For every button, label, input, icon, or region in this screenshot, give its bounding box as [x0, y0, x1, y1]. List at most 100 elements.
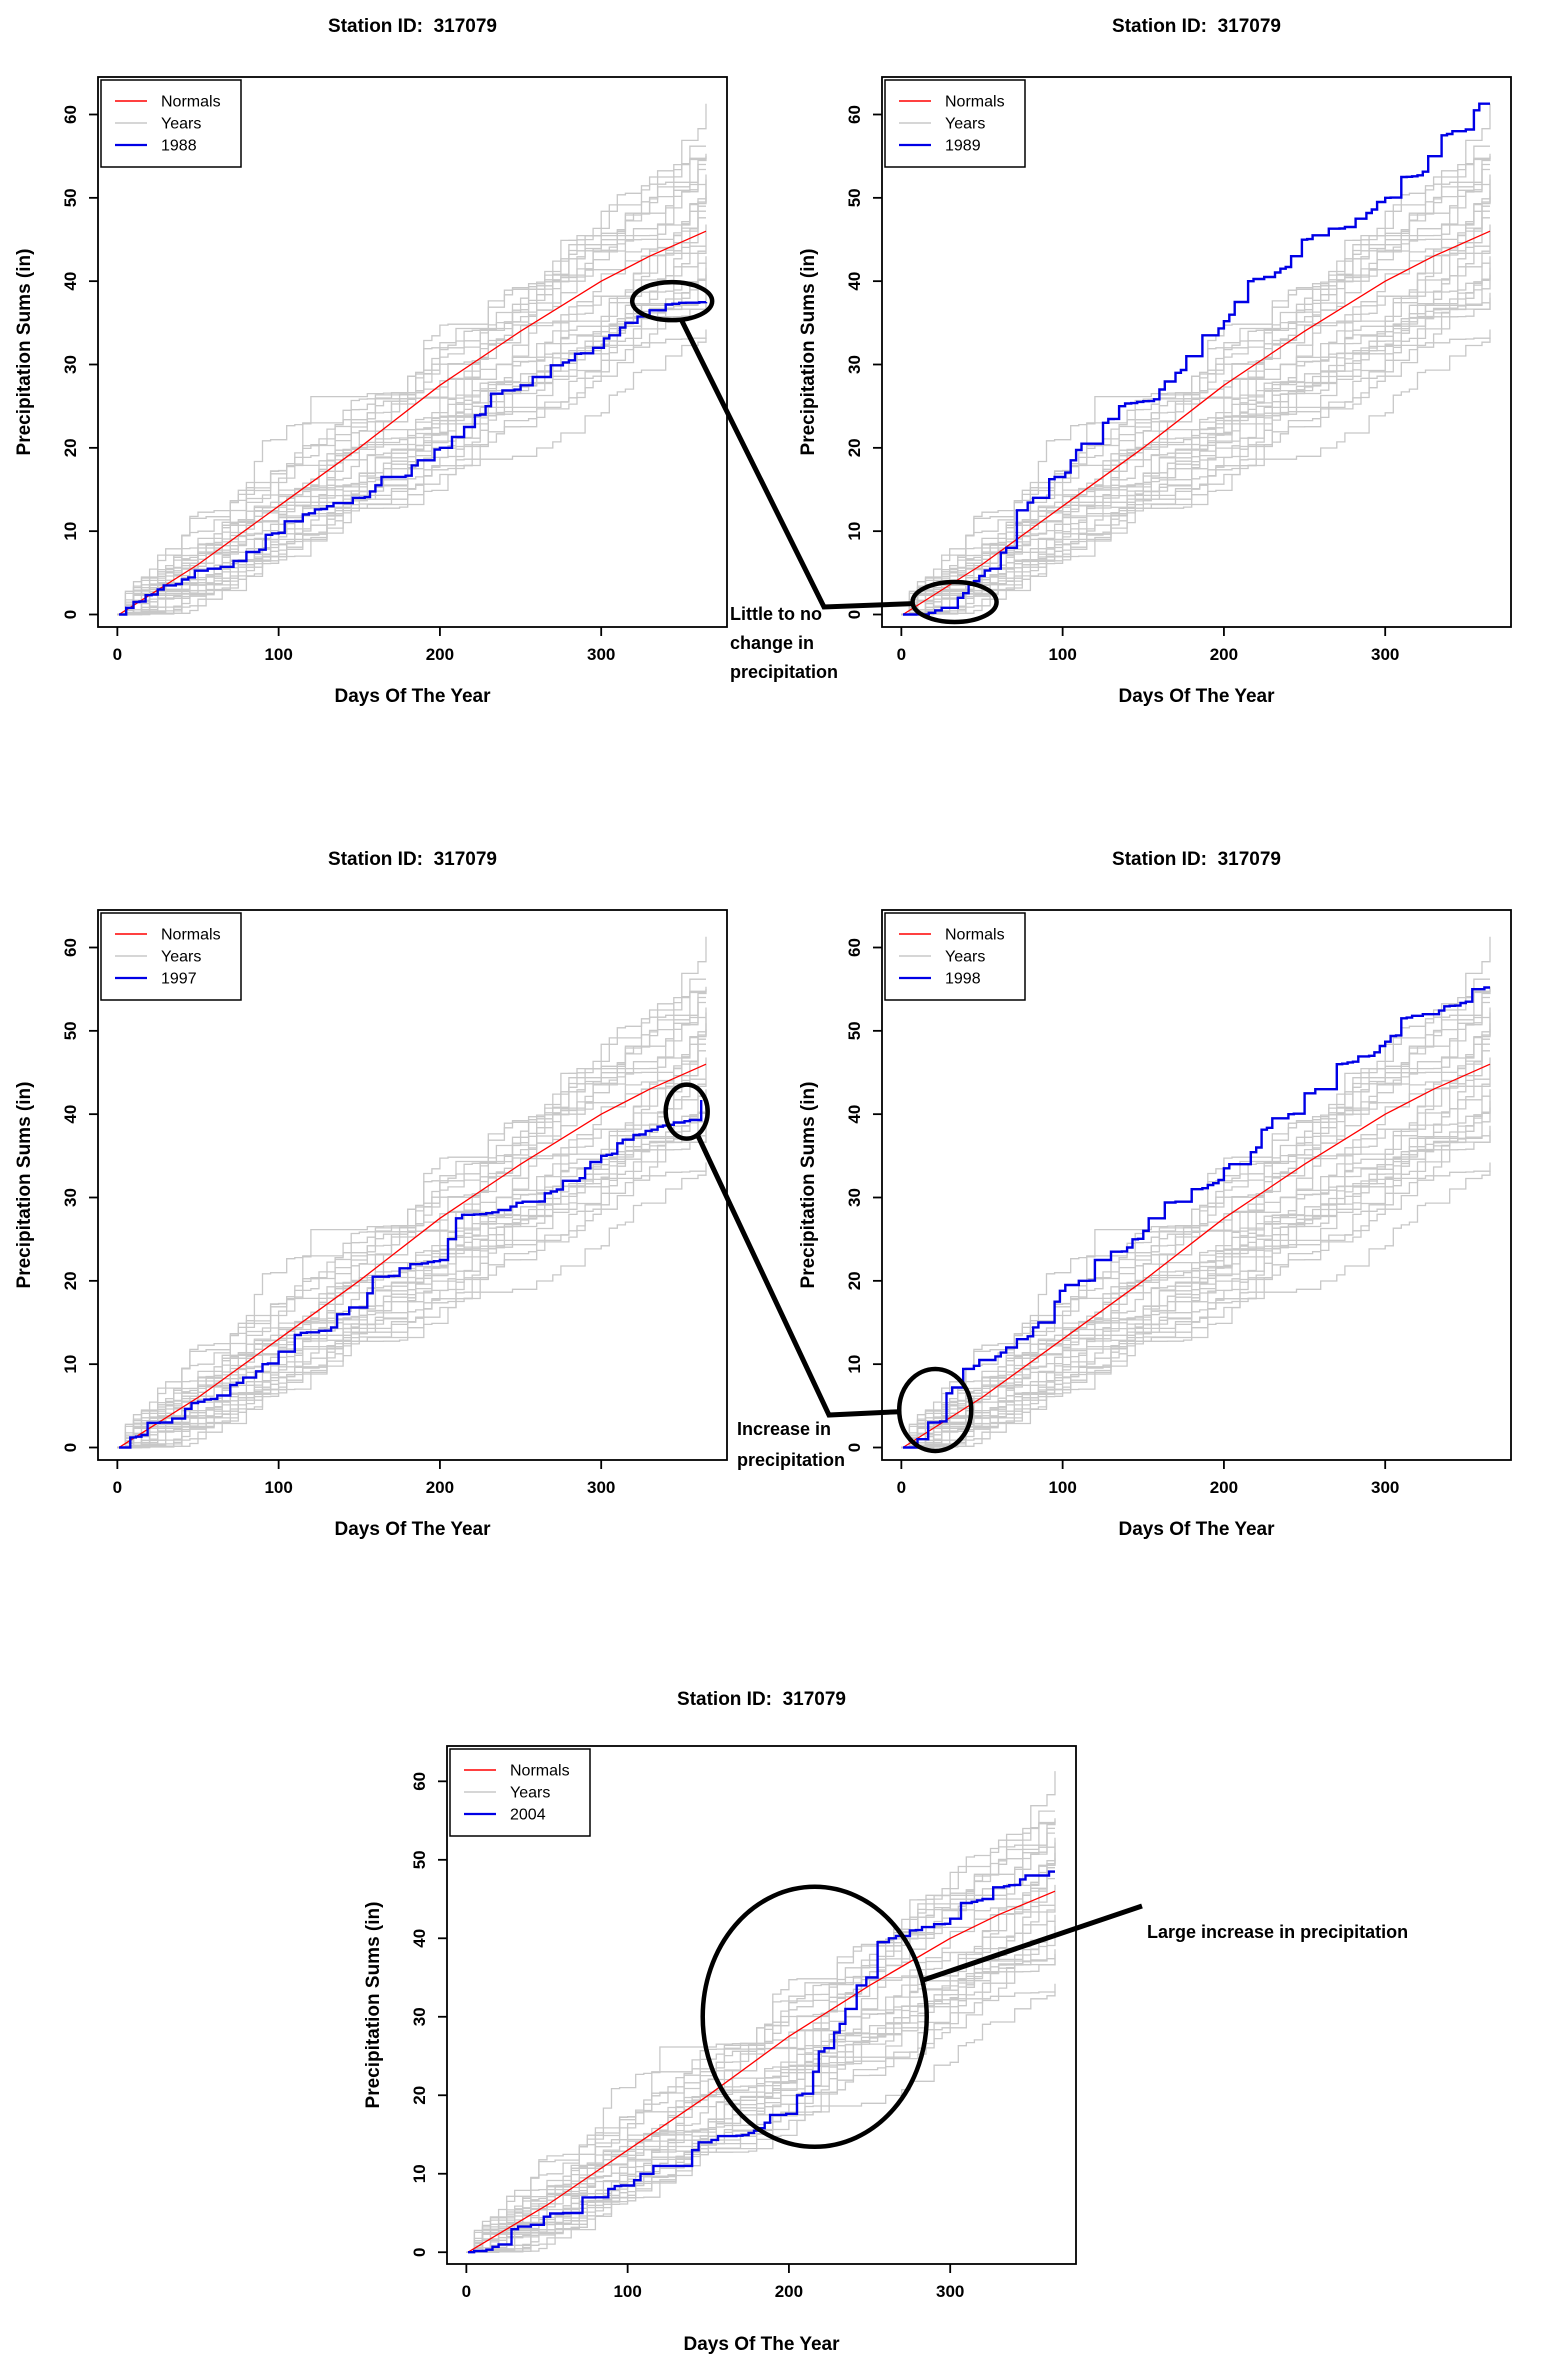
plot-area — [117, 103, 708, 616]
x-tick-label: 100 — [264, 645, 292, 664]
x-tick-label: 300 — [1371, 645, 1399, 664]
legend-box — [884, 79, 1026, 168]
x-tick-label: 300 — [587, 1478, 615, 1497]
y-tick-label: 0 — [845, 610, 864, 619]
years-line — [901, 179, 1491, 616]
x-axis-title: Days Of The Year — [1119, 1519, 1276, 1540]
legend-item-years-label: Years — [945, 949, 985, 966]
legend-item-normals-label: Normals — [945, 927, 1005, 944]
years-line — [901, 297, 1491, 616]
years-line — [901, 250, 1490, 616]
y-tick-label: 60 — [61, 105, 80, 124]
legend-item-normals-label: Normals — [945, 94, 1005, 111]
x-tick-label: 300 — [1371, 1478, 1399, 1497]
legend-item-normals-label: Normals — [161, 94, 221, 111]
years-line — [117, 1100, 707, 1449]
y-tick-label: 40 — [410, 1929, 429, 1948]
y-tick-label: 20 — [61, 1271, 80, 1290]
x-tick-label: 0 — [462, 2282, 471, 2301]
y-tick-label: 30 — [845, 355, 864, 374]
y-tick-label: 50 — [410, 1850, 429, 1869]
plot-box — [446, 1745, 1077, 2265]
years-line — [117, 1089, 707, 1449]
legend-item-normals-label: Normals — [161, 927, 221, 944]
x-axis-title: Days Of The Year — [1119, 686, 1276, 707]
legend-item-year-label: 1988 — [161, 138, 197, 155]
legend-item-normals-label: Normals — [510, 1763, 570, 1780]
years-line — [901, 256, 1491, 616]
y-tick-label: 50 — [845, 188, 864, 207]
years-line — [117, 1170, 707, 1449]
y-tick-label: 50 — [61, 188, 80, 207]
chart-svg-1988: Station ID: 317079 0 100 200 300 0 10 20 30 40 50 6… — [14, 16, 728, 707]
x-tick-label: 200 — [775, 2282, 803, 2301]
chart-panel-1989: Station ID: 317079 0 100 200 300 0 10 20 30 40 50 6… — [784, 2, 1568, 782]
y-tick-label: 0 — [410, 2247, 429, 2256]
chart-title: Station ID: 317079 — [328, 16, 497, 37]
years-line — [117, 302, 706, 616]
years-line — [117, 267, 707, 616]
years-line — [901, 1162, 1491, 1449]
chart-title: Station ID: 317079 — [677, 1689, 846, 1710]
y-axis-title: Precipitation Sums (in) — [363, 1902, 384, 2109]
y-axis-title: Precipitation Sums (in) — [798, 249, 819, 456]
highlight-line-1989 — [903, 102, 1490, 616]
y-tick-label: 60 — [61, 938, 80, 957]
x-tick-label: 100 — [613, 2282, 641, 2301]
chart-title: Station ID: 317079 — [1112, 849, 1281, 870]
x-tick-label: 0 — [113, 1478, 122, 1497]
x-tick-label: 200 — [426, 1478, 454, 1497]
annotation-text-little-change: Little to no change in precipitation — [730, 604, 839, 682]
x-axis-title: Days Of The Year — [684, 2334, 841, 2355]
years-line — [117, 156, 707, 616]
x-tick-label: 200 — [1210, 645, 1238, 664]
y-tick-label: 10 — [410, 2164, 429, 2183]
y-tick-label: 20 — [61, 438, 80, 457]
x-tick-label: 300 — [936, 2282, 964, 2301]
years-line — [117, 1029, 707, 1449]
legend-item-year-label: 2004 — [510, 1807, 546, 1824]
annotation-text-large-increase: Large increase in precipitation — [1147, 1922, 1409, 1942]
years-line — [901, 1029, 1491, 1449]
years-line — [901, 1012, 1491, 1449]
highlight-line-1998 — [903, 986, 1490, 1449]
y-axis-title: Precipitation Sums (in) — [14, 1082, 35, 1289]
years-line — [901, 1130, 1491, 1449]
y-tick-label: 30 — [845, 1188, 864, 1207]
x-axis-title: Days Of The Year — [335, 686, 492, 707]
years-line — [117, 179, 707, 616]
legend-item-years-label: Years — [945, 116, 985, 133]
y-tick-label: 40 — [61, 272, 80, 291]
y-axis-title: Precipitation Sums (in) — [14, 249, 35, 456]
legend-item-year-label: 1998 — [945, 971, 981, 988]
chart-panel-2004: Station ID: 317079 0 100 200 300 0 10 20 30 40 50 6… — [287, 1660, 1081, 2376]
years-line — [901, 337, 1491, 616]
x-tick-label: 200 — [1210, 1478, 1238, 1497]
years-line — [117, 989, 707, 1449]
x-tick-label: 0 — [897, 1478, 906, 1497]
years-line — [901, 156, 1491, 616]
chart-panel-1998: Station ID: 317079 0 100 200 300 0 10 20 30 40 50 6… — [784, 835, 1568, 1615]
y-tick-label: 30 — [61, 1188, 80, 1207]
y-tick-label: 40 — [845, 1105, 864, 1124]
normals-line — [118, 230, 707, 616]
y-tick-label: 50 — [845, 1021, 864, 1040]
chart-svg-1998: Station ID: 317079 0 100 200 300 0 10 20 30 40 50 6… — [798, 849, 1512, 1540]
x-tick-label: 0 — [897, 645, 906, 664]
legend-box — [884, 912, 1026, 1001]
years-line — [117, 256, 707, 616]
plot-area — [901, 936, 1491, 1449]
years-line — [901, 217, 1490, 616]
years-line — [901, 1050, 1490, 1449]
annotation-text-increase: Increase in precipitation — [737, 1419, 846, 1470]
y-axis-title: Precipitation Sums (in) — [798, 1082, 819, 1289]
y-tick-label: 10 — [845, 522, 864, 541]
y-tick-label: 30 — [410, 2007, 429, 2026]
legend-item-year-label: 1989 — [945, 138, 981, 155]
y-tick-label: 60 — [845, 105, 864, 124]
years-line — [901, 1100, 1491, 1449]
highlight-line-1997 — [119, 1100, 703, 1449]
chart-title: Station ID: 317079 — [328, 849, 497, 870]
chart-panel-1997: Station ID: 317079 0 100 200 300 0 10 20 30 40 50 6… — [0, 835, 784, 1615]
